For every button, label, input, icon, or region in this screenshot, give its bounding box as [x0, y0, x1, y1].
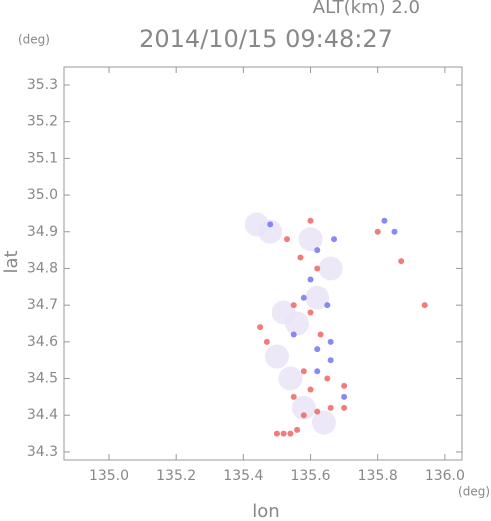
- data-point: [280, 430, 287, 437]
- data-point: [341, 393, 348, 400]
- y-tick-label: 35.1: [27, 150, 58, 166]
- data-point: [307, 309, 314, 316]
- y-tick-label: 34.5: [27, 371, 58, 387]
- data-point: [291, 395, 316, 420]
- x-unit: (deg): [458, 485, 490, 499]
- data-point: [278, 366, 303, 391]
- data-point: [257, 324, 264, 331]
- data-point: [305, 285, 330, 310]
- data-point: [284, 236, 291, 243]
- data-point: [273, 430, 280, 437]
- data-point: [324, 375, 331, 382]
- x-tick-label: 135.4: [223, 468, 263, 484]
- data-point: [374, 228, 381, 235]
- y-tick-label: 35.0: [27, 187, 58, 203]
- data-point: [285, 311, 310, 336]
- data-point: [314, 247, 321, 254]
- y-tick-label: 35.2: [27, 114, 58, 130]
- data-point: [294, 426, 301, 433]
- y-tick-label: 34.4: [27, 407, 58, 423]
- data-point: [290, 302, 297, 309]
- data-point: [290, 393, 297, 400]
- y-tick-label: 34.7: [27, 297, 58, 313]
- data-point: [341, 382, 348, 389]
- data-point: [263, 338, 270, 345]
- x-tick-label: 135.6: [290, 468, 330, 484]
- data-point: [290, 331, 297, 338]
- x-tick-label: 135.0: [89, 468, 129, 484]
- data-point: [311, 410, 336, 435]
- data-point: [244, 212, 269, 237]
- x-tick-label: 135.2: [156, 468, 196, 484]
- data-point: [327, 404, 334, 411]
- data-point: [314, 346, 321, 353]
- data-point: [324, 302, 331, 309]
- data-point: [318, 256, 343, 281]
- data-point: [298, 227, 323, 252]
- y-tick-label: 35.3: [27, 77, 58, 93]
- data-point: [307, 386, 314, 393]
- data-point: [327, 338, 334, 345]
- x-tick-label: 136.0: [425, 468, 465, 484]
- y-tick-label: 34.8: [27, 260, 58, 276]
- data-point: [398, 258, 405, 265]
- data-point: [264, 344, 289, 369]
- data-point: [421, 302, 428, 309]
- data-point: [300, 294, 307, 301]
- data-point: [314, 408, 321, 415]
- plot-frame: [63, 66, 463, 461]
- data-point: [300, 368, 307, 375]
- data-point: [317, 331, 324, 338]
- data-point: [267, 221, 274, 228]
- x-tick-label: 135.8: [358, 468, 398, 484]
- data-point: [314, 265, 321, 272]
- y-tick-label: 34.9: [27, 224, 58, 240]
- altitude-label: ALT(km) 2.0: [313, 0, 420, 18]
- data-point: [307, 276, 314, 283]
- data-point: [314, 368, 321, 375]
- data-point: [381, 217, 388, 224]
- y-tick-label: 34.6: [27, 334, 58, 350]
- data-point: [287, 430, 294, 437]
- data-point: [297, 254, 304, 261]
- data-point: [391, 228, 398, 235]
- chart-title: 2014/10/15 09:48:27: [139, 25, 393, 53]
- data-point: [341, 404, 348, 411]
- data-point: [300, 412, 307, 419]
- data-point: [331, 236, 338, 243]
- x-axis-label: lon: [252, 501, 279, 521]
- y-unit: (deg): [18, 33, 50, 47]
- y-tick-label: 34.3: [27, 444, 58, 460]
- data-point: [327, 357, 334, 364]
- y-axis-label: lat: [1, 250, 22, 273]
- data-point: [307, 217, 314, 224]
